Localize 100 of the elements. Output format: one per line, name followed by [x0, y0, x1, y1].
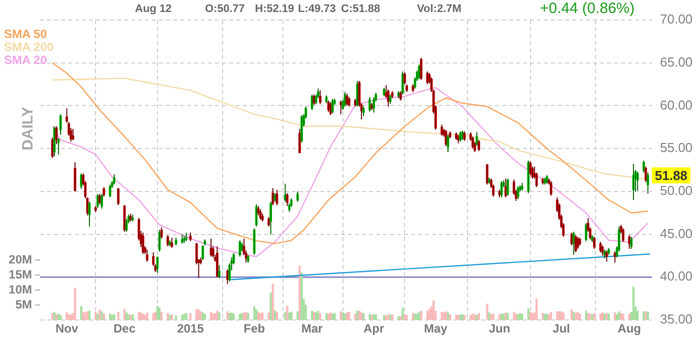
text: +0.44 (0.86%) — [540, 0, 635, 17]
bar — [529, 312, 532, 320]
bar — [406, 314, 408, 320]
bar — [255, 309, 258, 320]
bar — [66, 312, 68, 320]
bar — [546, 314, 548, 320]
bar — [270, 292, 272, 320]
bar — [402, 308, 404, 320]
bar — [428, 308, 431, 320]
bar — [397, 316, 400, 320]
bar — [247, 313, 250, 320]
bar — [84, 312, 86, 320]
bar — [232, 314, 235, 320]
bar — [519, 313, 522, 320]
bar — [317, 310, 320, 320]
bar — [80, 306, 82, 320]
bar — [158, 308, 161, 320]
bar — [329, 312, 332, 320]
bar — [332, 314, 334, 320]
bar — [455, 314, 458, 320]
bar — [174, 315, 178, 320]
text: L:49.73 — [298, 2, 336, 16]
bar — [327, 314, 330, 320]
series-label: SMA 50 — [4, 27, 48, 41]
bar — [300, 272, 303, 320]
bar — [556, 311, 558, 320]
x-tick-label: Apr — [363, 322, 384, 336]
y-tick-label: 65.00 — [660, 54, 693, 70]
bar — [230, 312, 233, 320]
bar — [244, 312, 248, 320]
y-tick-label: 40.00 — [660, 268, 693, 284]
bar — [108, 314, 112, 320]
bar — [492, 314, 494, 320]
bar — [268, 312, 270, 320]
y2-tick-label: 10M — [8, 282, 32, 296]
bar — [550, 312, 552, 320]
bar — [117, 312, 120, 320]
bar — [290, 312, 292, 320]
x-tick-label: Mar — [301, 322, 323, 336]
bar — [189, 313, 192, 320]
bar — [154, 312, 156, 320]
bar — [614, 312, 616, 320]
x-tick-label: Jun — [488, 322, 510, 336]
bar — [426, 310, 428, 320]
x-tick-label: Feb — [244, 322, 265, 336]
bar — [86, 311, 88, 320]
bar — [214, 313, 216, 320]
bar — [160, 312, 163, 320]
bar — [512, 312, 516, 320]
text: Aug 12 — [135, 2, 172, 16]
x-tick-label: Dec — [113, 322, 136, 336]
bar — [53, 312, 56, 320]
bar — [123, 308, 126, 320]
x-tick-label: Nov — [55, 322, 78, 336]
bar — [138, 312, 140, 320]
text: SMA 20 — [4, 53, 48, 67]
bar — [470, 314, 472, 320]
text: C:51.88 — [341, 2, 380, 16]
bar — [238, 314, 241, 320]
bar — [587, 313, 590, 320]
bar — [618, 311, 620, 320]
bar — [400, 316, 402, 320]
bar — [144, 314, 146, 320]
bar — [259, 313, 262, 320]
bar — [284, 312, 286, 320]
bar — [315, 312, 318, 320]
bar — [463, 314, 466, 320]
bar — [142, 314, 144, 320]
bar — [578, 314, 581, 320]
text: Vol:2.7M — [417, 2, 462, 16]
bar — [536, 298, 538, 320]
bar — [562, 312, 564, 320]
annotation: 51.88 — [654, 168, 688, 183]
text: DAILY — [19, 106, 36, 150]
bar — [196, 308, 198, 320]
y2-tick-label: 20M — [8, 252, 32, 266]
bar — [298, 266, 301, 320]
bar — [74, 288, 76, 320]
y2-tick-label: 5M — [15, 297, 32, 312]
bar — [527, 308, 530, 320]
bar — [584, 310, 588, 320]
bar — [156, 306, 159, 320]
bar — [125, 312, 128, 320]
bar — [146, 312, 148, 320]
y-tick-label: 55.00 — [660, 140, 693, 156]
text: O:50.77 — [205, 2, 245, 16]
bar — [261, 312, 264, 320]
bar — [288, 312, 290, 320]
bar — [404, 314, 406, 320]
bar — [111, 314, 114, 320]
bar — [185, 313, 188, 320]
bar — [319, 313, 322, 320]
bar — [181, 314, 184, 320]
bar — [253, 306, 256, 320]
x-tick-label: Jul — [552, 322, 570, 336]
x-tick-label: Aug — [618, 322, 641, 336]
bar — [334, 313, 336, 320]
bar — [521, 314, 524, 320]
x-tick-label: 2015 — [177, 322, 204, 336]
bar — [210, 312, 212, 320]
